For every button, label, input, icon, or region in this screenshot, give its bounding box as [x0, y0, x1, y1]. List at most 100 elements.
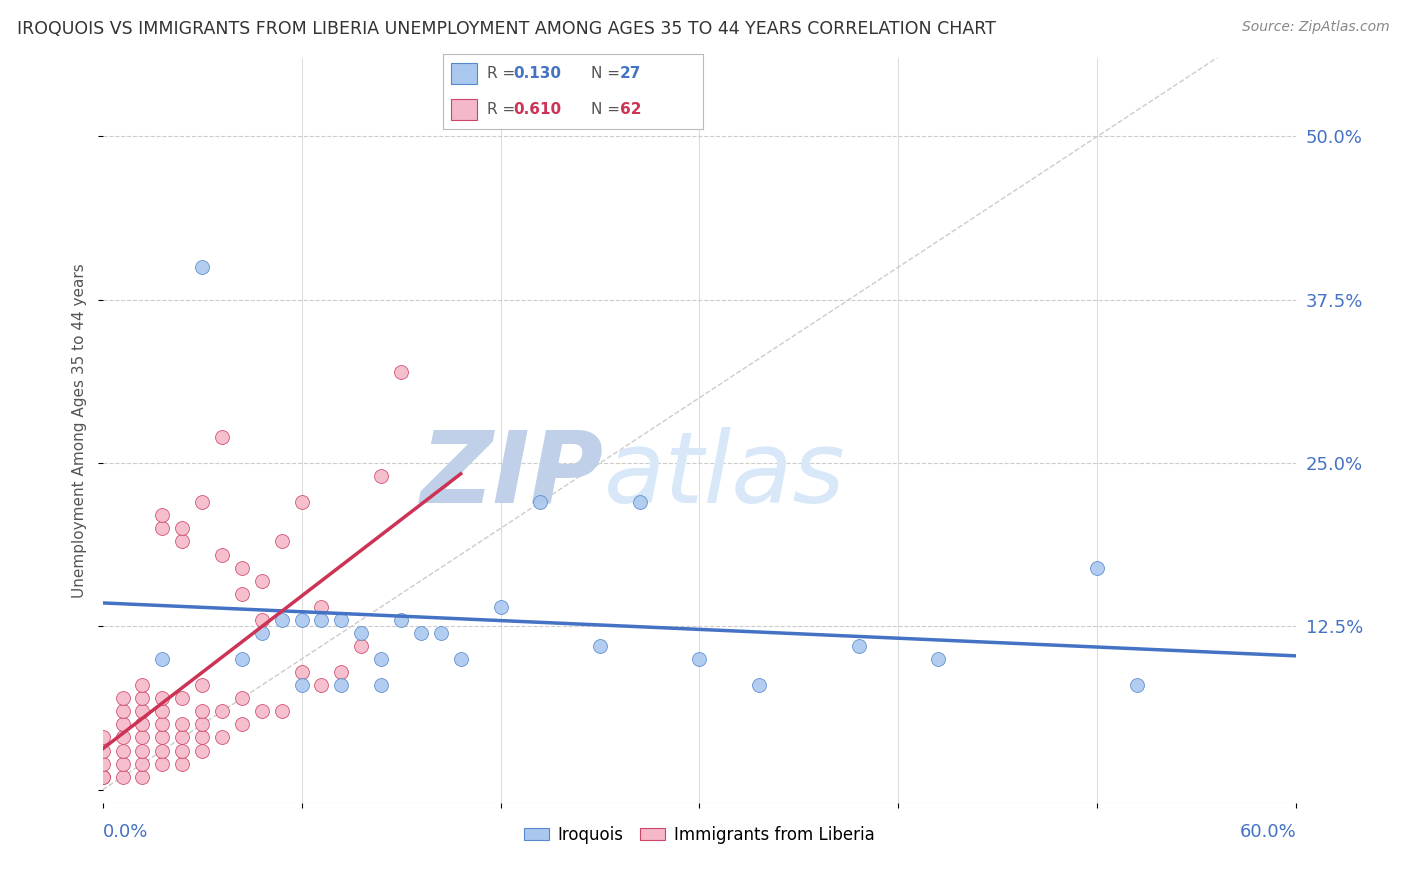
Point: [628, 495, 651, 509]
Point: [150, 731, 173, 745]
Text: 0.610: 0.610: [513, 102, 561, 117]
Point: [131, 756, 153, 771]
Point: [848, 639, 870, 653]
Point: [270, 534, 292, 549]
Point: [389, 365, 412, 379]
Point: [191, 495, 214, 509]
Text: Source: ZipAtlas.com: Source: ZipAtlas.com: [1241, 20, 1389, 34]
Point: [150, 704, 173, 718]
Point: [131, 704, 153, 718]
Y-axis label: Unemployment Among Ages 35 to 44 years: Unemployment Among Ages 35 to 44 years: [72, 263, 87, 598]
Point: [311, 613, 333, 627]
FancyBboxPatch shape: [451, 99, 477, 120]
Point: [91, 756, 114, 771]
Point: [150, 508, 173, 523]
Point: [389, 613, 412, 627]
Point: [430, 626, 453, 640]
Point: [231, 560, 253, 574]
Point: [111, 704, 134, 718]
Point: [191, 717, 214, 731]
Point: [191, 260, 214, 274]
Point: [250, 574, 273, 588]
Point: [131, 743, 153, 757]
Point: [350, 626, 373, 640]
Point: [330, 678, 353, 692]
Point: [211, 731, 233, 745]
Point: [150, 743, 173, 757]
FancyBboxPatch shape: [451, 62, 477, 84]
Text: N =: N =: [591, 102, 626, 117]
Point: [172, 534, 194, 549]
Point: [927, 652, 949, 666]
Point: [211, 704, 233, 718]
Point: [91, 743, 114, 757]
Point: [172, 717, 194, 731]
Point: [211, 548, 233, 562]
Point: [291, 678, 314, 692]
Point: [370, 469, 392, 483]
Point: [111, 743, 134, 757]
Point: [489, 599, 512, 614]
Text: R =: R =: [486, 102, 520, 117]
Point: [191, 704, 214, 718]
Point: [91, 770, 114, 784]
Text: N =: N =: [591, 66, 626, 81]
Point: [689, 652, 711, 666]
Point: [150, 717, 173, 731]
Point: [409, 626, 432, 640]
Point: [111, 717, 134, 731]
Point: [370, 678, 392, 692]
Point: [131, 678, 153, 692]
Point: [450, 652, 472, 666]
Text: 60.0%: 60.0%: [1240, 823, 1296, 841]
Point: [91, 731, 114, 745]
Point: [350, 639, 373, 653]
Point: [291, 613, 314, 627]
Point: [111, 731, 134, 745]
Point: [529, 495, 551, 509]
Point: [191, 678, 214, 692]
Point: [748, 678, 770, 692]
Point: [150, 691, 173, 706]
Point: [370, 652, 392, 666]
Point: [131, 691, 153, 706]
Point: [131, 717, 153, 731]
Point: [111, 770, 134, 784]
Point: [172, 691, 194, 706]
Text: 27: 27: [620, 66, 641, 81]
Point: [91, 770, 114, 784]
Text: atlas: atlas: [605, 426, 845, 524]
Point: [111, 756, 134, 771]
Legend: Iroquois, Immigrants from Liberia: Iroquois, Immigrants from Liberia: [517, 819, 882, 850]
Point: [172, 521, 194, 535]
Point: [131, 731, 153, 745]
Point: [231, 652, 253, 666]
Point: [589, 639, 612, 653]
Point: [270, 704, 292, 718]
Point: [191, 743, 214, 757]
Point: [311, 678, 333, 692]
Point: [150, 756, 173, 771]
Text: 0.0%: 0.0%: [103, 823, 148, 841]
Point: [111, 691, 134, 706]
Point: [270, 613, 292, 627]
Point: [250, 704, 273, 718]
Point: [311, 599, 333, 614]
Point: [330, 613, 353, 627]
Point: [172, 743, 194, 757]
Text: 62: 62: [620, 102, 641, 117]
Point: [172, 731, 194, 745]
Point: [150, 521, 173, 535]
Point: [150, 652, 173, 666]
Point: [211, 430, 233, 444]
Point: [231, 691, 253, 706]
Text: R =: R =: [486, 66, 520, 81]
Text: IROQUOIS VS IMMIGRANTS FROM LIBERIA UNEMPLOYMENT AMONG AGES 35 TO 44 YEARS CORRE: IROQUOIS VS IMMIGRANTS FROM LIBERIA UNEM…: [17, 20, 995, 37]
Point: [1126, 678, 1149, 692]
Point: [291, 665, 314, 680]
Point: [191, 731, 214, 745]
Point: [250, 613, 273, 627]
Text: 0.130: 0.130: [513, 66, 561, 81]
Point: [231, 717, 253, 731]
Point: [330, 665, 353, 680]
